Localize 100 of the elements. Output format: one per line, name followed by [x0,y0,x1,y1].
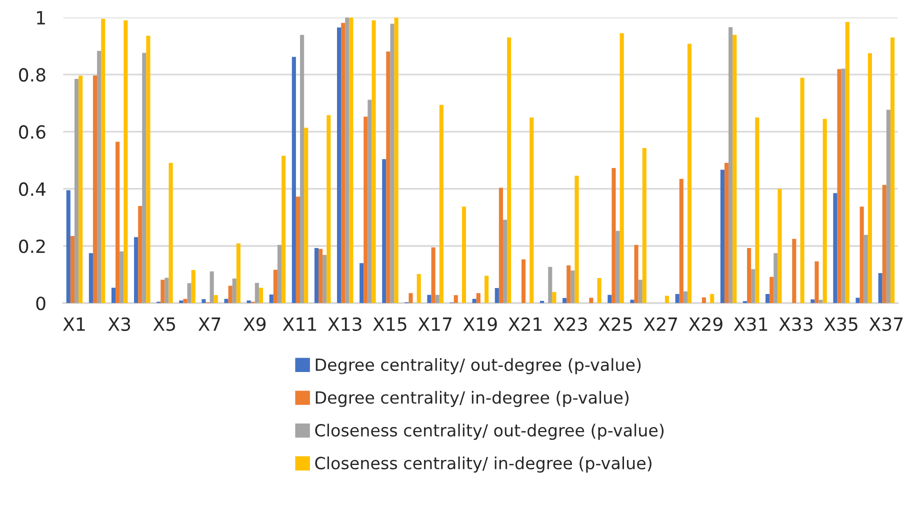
x-tick-label: X5 [153,318,176,331]
x-tick-label: X7 [198,318,220,331]
bar [322,254,327,304]
bar [728,27,733,304]
x-tick-label: X11 [282,318,316,331]
bar [160,280,165,304]
bar [372,20,376,304]
legend-label: Degree centrality/ in-degree (p-value) [316,390,629,408]
bar [364,116,368,304]
bar [314,248,319,304]
bar [439,104,444,304]
bar [638,280,642,304]
bar [507,37,512,304]
bar [597,278,602,304]
bar [124,20,128,304]
bar [856,298,860,304]
bar [472,298,476,304]
x-tick-label: X1 [63,318,85,331]
bar [620,33,624,304]
bar [890,37,895,304]
bar [246,300,251,304]
x-tick-label: X35 [824,317,858,331]
x-tick-label: X33 [779,317,812,331]
bar [70,236,74,304]
bar [664,296,669,304]
bar [521,259,526,304]
bar [634,244,638,304]
x-tick-label: X37 [869,317,903,331]
bar [747,248,752,304]
bar [300,34,304,304]
bar [574,176,579,304]
x-tick-label: X27 [644,317,677,331]
bar [724,162,729,304]
bar [92,75,98,304]
bar [608,294,612,304]
y-tick-label: 0.2 [19,239,45,254]
bar [74,78,79,304]
bar [435,294,440,304]
bar [326,115,331,304]
bar [258,288,264,304]
bar [142,52,146,304]
bar [502,220,508,304]
bar [589,298,594,304]
bar [548,266,552,304]
bar [868,53,872,304]
bar [304,128,308,304]
bar [484,276,489,304]
bar [498,188,503,304]
bar [683,291,688,304]
bar [642,148,646,304]
bar [296,196,300,304]
bar [810,299,815,304]
bar [368,100,372,304]
bar [833,193,838,304]
bar [282,156,286,304]
bar [886,110,890,304]
bar [702,297,706,304]
bar [845,22,850,304]
bar [616,230,620,304]
y-tick-label: 0 [36,296,46,310]
bar [818,300,823,304]
bar [774,253,778,304]
bar [214,295,218,304]
bar [179,300,184,304]
bar [882,184,886,304]
y-tick-label: 0.8 [19,68,46,82]
bar [630,300,634,304]
legend-label: Closeness centrality/ in-degree (p-value) [315,456,652,473]
bar [168,162,173,304]
bar [732,34,737,304]
bar [792,238,796,304]
bar [800,78,804,304]
legend-label: Closeness centrality/ out-degree (p-value) [315,424,664,440]
bar [612,168,616,304]
bar [394,17,398,304]
bar [88,253,93,304]
bar [360,263,364,304]
bar [860,206,864,304]
bar [720,170,724,304]
x-tick-label: X25 [598,317,632,331]
bar [416,274,421,304]
bar [822,118,827,304]
bar [318,248,323,304]
bar [187,283,192,304]
x-tick-label: X23 [554,317,587,331]
bar [431,247,436,304]
bar [269,294,274,304]
x-tick-label: X29 [688,317,722,331]
x-tick-label: X13 [328,317,362,331]
bar [770,276,774,304]
x-tick-label: X31 [734,317,768,331]
bar [530,117,534,304]
bar [570,270,575,304]
bar [228,286,232,304]
bar [146,36,150,304]
legend-label: Degree centrality/ out-degree (p-value) [316,358,641,374]
bar [134,237,138,304]
bar [382,159,386,304]
bar [427,294,432,304]
bar [349,17,354,304]
